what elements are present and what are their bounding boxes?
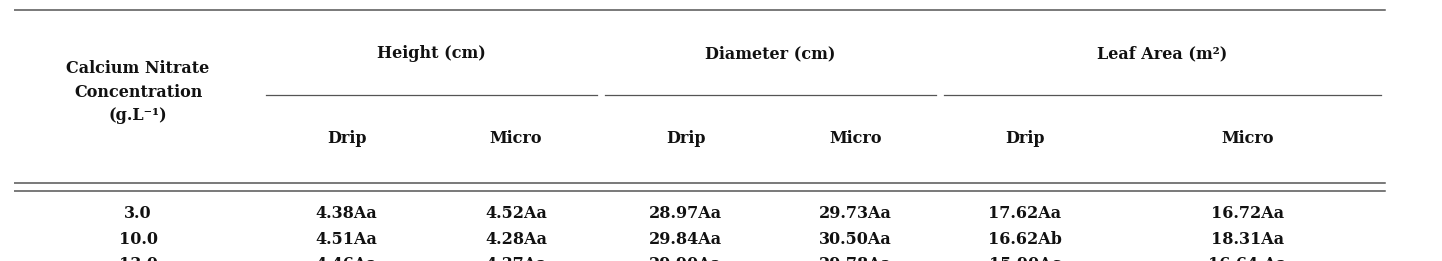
Text: 13.0: 13.0 bbox=[118, 256, 157, 261]
Text: Drip: Drip bbox=[327, 130, 366, 147]
Text: Height (cm): Height (cm) bbox=[376, 45, 486, 62]
Text: 4.38Aa: 4.38Aa bbox=[316, 205, 378, 222]
Text: 29.73Aa: 29.73Aa bbox=[819, 205, 891, 222]
Text: 29.84Aa: 29.84Aa bbox=[649, 231, 722, 248]
Text: 28.97Aa: 28.97Aa bbox=[649, 205, 722, 222]
Text: 4.37Aa: 4.37Aa bbox=[486, 256, 547, 261]
Text: 4.28Aa: 4.28Aa bbox=[485, 231, 547, 248]
Text: Calcium Nitrate
Concentration
(g.L⁻¹): Calcium Nitrate Concentration (g.L⁻¹) bbox=[66, 60, 209, 124]
Text: 30.50Aa: 30.50Aa bbox=[819, 231, 891, 248]
Text: 16.64 Aa: 16.64 Aa bbox=[1208, 256, 1286, 261]
Text: 4.46Aa: 4.46Aa bbox=[316, 256, 378, 261]
Text: 10.0: 10.0 bbox=[118, 231, 157, 248]
Text: Leaf Area (m²): Leaf Area (m²) bbox=[1097, 45, 1227, 62]
Text: 16.72Aa: 16.72Aa bbox=[1211, 205, 1283, 222]
Text: Micro: Micro bbox=[1221, 130, 1273, 147]
Text: 29.78Aa: 29.78Aa bbox=[819, 256, 891, 261]
Text: Drip: Drip bbox=[666, 130, 705, 147]
Text: Drip: Drip bbox=[1005, 130, 1044, 147]
Text: 17.62Aa: 17.62Aa bbox=[988, 205, 1061, 222]
Text: 4.51Aa: 4.51Aa bbox=[316, 231, 378, 248]
Text: 3.0: 3.0 bbox=[124, 205, 151, 222]
Text: 18.31Aa: 18.31Aa bbox=[1211, 231, 1283, 248]
Text: 29.90Aa: 29.90Aa bbox=[649, 256, 722, 261]
Text: Micro: Micro bbox=[829, 130, 881, 147]
Text: Micro: Micro bbox=[490, 130, 542, 147]
Text: Diameter (cm): Diameter (cm) bbox=[705, 45, 836, 62]
Text: 4.52Aa: 4.52Aa bbox=[485, 205, 547, 222]
Text: 15.90Ac: 15.90Ac bbox=[989, 256, 1061, 261]
Text: 16.62Ab: 16.62Ab bbox=[988, 231, 1061, 248]
